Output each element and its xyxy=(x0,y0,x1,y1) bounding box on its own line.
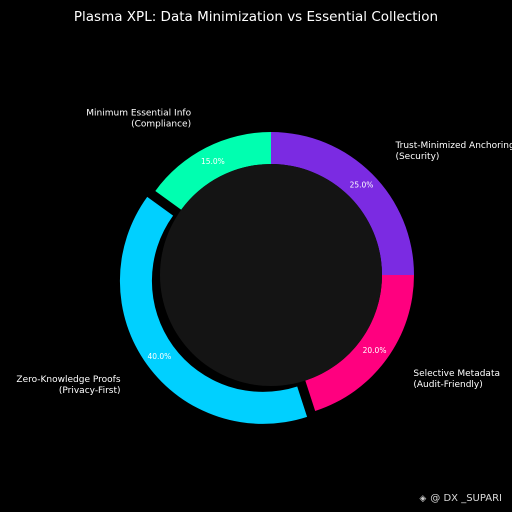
slice-label-line: Trust-Minimized Anchoring xyxy=(394,141,512,151)
slice-label-1: Selective Metadata (Audit-Friendly) xyxy=(413,369,500,390)
slice-label-line: Selective Metadata xyxy=(413,369,500,379)
slice-label-line: (Compliance) xyxy=(131,120,191,130)
slice-label-line: (Privacy-First) xyxy=(59,386,121,396)
donut-center xyxy=(160,164,382,386)
slice-label-0: Trust-Minimized Anchoring (Security) xyxy=(394,141,512,162)
slice-label-2: Zero-Knowledge Proofs (Privacy-First) xyxy=(16,375,120,396)
slice-pct-label-3: 15.0% xyxy=(201,157,225,166)
slice-pct-label-0: 25.0% xyxy=(350,180,374,189)
slice-label-line: (Security) xyxy=(395,152,439,162)
slice-pct-label-1: 20.0% xyxy=(363,346,387,355)
slice-pct-label-2: 40.0% xyxy=(147,352,171,361)
slice-label-line: Zero-Knowledge Proofs xyxy=(16,375,120,385)
chart-title: Plasma XPL: Data Minimization vs Essenti… xyxy=(74,9,438,25)
slice-2 xyxy=(119,196,308,424)
slices-group xyxy=(119,132,414,424)
watermark-logo-icon: ◈ xyxy=(419,493,427,504)
watermark: ◈ @ DX _SUPARI xyxy=(419,493,502,504)
slice-label-3: Minimum Essential Info (Compliance) xyxy=(86,109,191,130)
watermark-text: @ DX _SUPARI xyxy=(430,493,502,504)
labels-group: 25.0% Trust-Minimized Anchoring (Security)… xyxy=(16,109,512,396)
slice-label-line: (Audit-Friendly) xyxy=(413,380,482,390)
slice-1 xyxy=(305,275,414,412)
slice-0 xyxy=(271,132,414,275)
slice-3 xyxy=(155,132,271,210)
slice-label-line: Minimum Essential Info xyxy=(86,109,191,119)
